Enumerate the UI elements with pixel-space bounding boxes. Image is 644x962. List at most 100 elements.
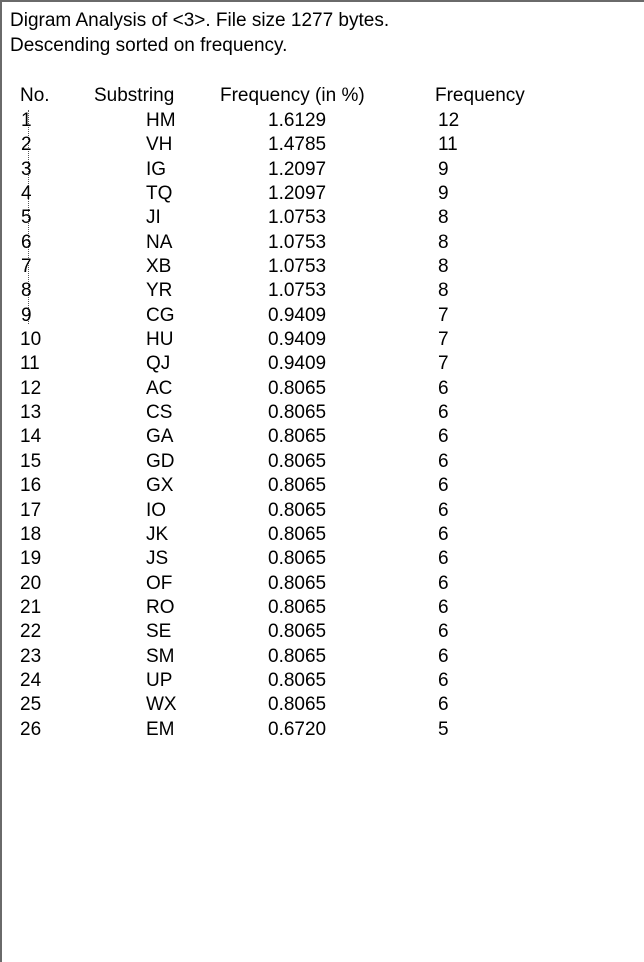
row-number: 13	[20, 402, 42, 424]
row-frequency: 6	[438, 523, 449, 545]
table-row: 18 JK 0.8065 6	[10, 522, 644, 546]
row-substring: GA	[146, 426, 174, 448]
caret-focus-marker	[28, 110, 29, 324]
row-number: 3	[21, 158, 32, 180]
row-substring: IG	[146, 158, 167, 180]
row-substring: OF	[146, 572, 173, 594]
row-substring: SE	[146, 621, 172, 643]
row-frequency: 5	[438, 718, 449, 740]
row-frequency-percent: 0.8065	[268, 523, 327, 545]
row-frequency: 6	[438, 402, 449, 424]
table-row: 23 SM 0.8065 6	[10, 644, 644, 668]
row-number: 14	[20, 426, 42, 448]
row-frequency-percent: 1.0753	[268, 256, 327, 278]
row-number: 9	[21, 304, 32, 326]
row-frequency: 6	[438, 596, 449, 618]
row-frequency-percent: 0.8065	[268, 402, 327, 424]
row-number: 16	[20, 475, 42, 497]
row-number: 11	[20, 353, 40, 375]
row-substring: SM	[146, 645, 175, 667]
row-frequency-percent: 1.0753	[268, 231, 327, 253]
row-frequency-percent: 0.8065	[268, 669, 327, 691]
row-frequency: 9	[438, 158, 449, 180]
row-frequency: 8	[438, 280, 449, 302]
row-frequency-percent: 1.4785	[268, 134, 327, 156]
row-frequency: 6	[438, 645, 449, 667]
row-frequency-percent: 0.8065	[268, 450, 327, 472]
row-frequency: 11	[438, 134, 458, 156]
row-frequency: 7	[438, 353, 449, 375]
row-substring: AC	[146, 377, 173, 399]
row-number: 26	[20, 718, 42, 740]
row-number: 5	[21, 207, 32, 229]
row-substring: JI	[146, 207, 161, 229]
table-row: 8 YR 1.0753 8	[10, 278, 644, 302]
row-number: 18	[20, 523, 42, 545]
column-header-substring: Substring	[94, 85, 175, 106]
table-row: 2 VH 1.4785 11	[10, 132, 644, 156]
row-frequency-percent: 0.8065	[268, 694, 327, 716]
row-substring: JS	[146, 548, 169, 570]
table-row: 4 TQ 1.2097 9	[10, 181, 644, 205]
table-row: 16 GX 0.8065 6	[10, 473, 644, 497]
table-row: 5 JI 1.0753 8	[10, 205, 644, 229]
row-frequency-percent: 1.0753	[268, 280, 327, 302]
row-frequency: 9	[438, 183, 449, 205]
row-substring: HM	[146, 110, 176, 131]
row-substring: EM	[146, 718, 175, 740]
table-row: 1 HM 1.6129 12	[10, 108, 644, 132]
table-row: 3 IG 1.2097 9	[10, 157, 644, 181]
row-number: 24	[20, 669, 42, 691]
column-header-frequency-percent: Frequency (in %)	[220, 85, 365, 106]
row-substring: QJ	[146, 353, 171, 375]
row-number: 12	[20, 377, 42, 399]
row-frequency-percent: 1.2097	[268, 158, 327, 180]
row-substring: CG	[146, 304, 175, 326]
row-substring: RO	[146, 596, 175, 618]
row-frequency: 7	[438, 304, 449, 326]
table-row: 15 GD 0.8065 6	[10, 449, 644, 473]
row-substring: YR	[146, 280, 173, 302]
row-frequency-percent: 0.8065	[268, 499, 327, 521]
row-frequency: 8	[438, 256, 449, 278]
row-frequency-percent: 0.9409	[268, 353, 327, 375]
blank-line	[10, 58, 644, 83]
row-number: 10	[20, 329, 42, 351]
row-number: 20	[20, 572, 42, 594]
report-sort-line: Descending sorted on frequency.	[10, 35, 288, 56]
table-row: 19 JS 0.8065 6	[10, 546, 644, 570]
digram-report[interactable]: Digram Analysis of <3>. File size 1277 b…	[10, 8, 644, 962]
table-row: 10 HU 0.9409 7	[10, 327, 644, 351]
table-row: 26 EM 0.6720 5	[10, 717, 644, 741]
row-frequency: 6	[438, 572, 449, 594]
row-substring: GD	[146, 450, 175, 472]
row-number: 22	[20, 621, 42, 643]
row-frequency: 7	[438, 329, 449, 351]
row-frequency: 6	[438, 499, 449, 521]
row-frequency-percent: 0.9409	[268, 329, 327, 351]
row-number: 4	[21, 183, 32, 205]
row-number: 7	[21, 256, 32, 278]
row-substring: VH	[146, 134, 173, 156]
table-row: 21 RO 0.8065 6	[10, 595, 644, 619]
row-frequency-percent: 0.8065	[268, 572, 327, 594]
row-substring: WX	[146, 694, 177, 716]
column-header-row: No. Substring Frequency (in %) Frequency	[10, 83, 644, 108]
digram-table-body: 1 HM 1.6129 12 2 VH 1.4785 11 3 IG 1.2097 9 4 TQ 1.209…	[10, 108, 644, 741]
row-frequency-percent: 1.6129	[268, 110, 327, 131]
row-substring: CS	[146, 402, 173, 424]
column-header-frequency: Frequency	[435, 85, 525, 106]
row-frequency-percent: 0.8065	[268, 377, 327, 399]
row-frequency: 6	[438, 450, 449, 472]
row-substring: JK	[146, 523, 169, 545]
table-row: 9 CG 0.9409 7	[10, 303, 644, 327]
table-row: 24 UP 0.8065 6	[10, 668, 644, 692]
row-number: 25	[20, 694, 42, 716]
table-row: 12 AC 0.8065 6	[10, 376, 644, 400]
row-number: 1	[21, 110, 32, 131]
row-number: 8	[21, 280, 32, 302]
row-number: 17	[20, 499, 42, 521]
row-frequency: 6	[438, 475, 449, 497]
row-frequency-percent: 0.8065	[268, 621, 327, 643]
